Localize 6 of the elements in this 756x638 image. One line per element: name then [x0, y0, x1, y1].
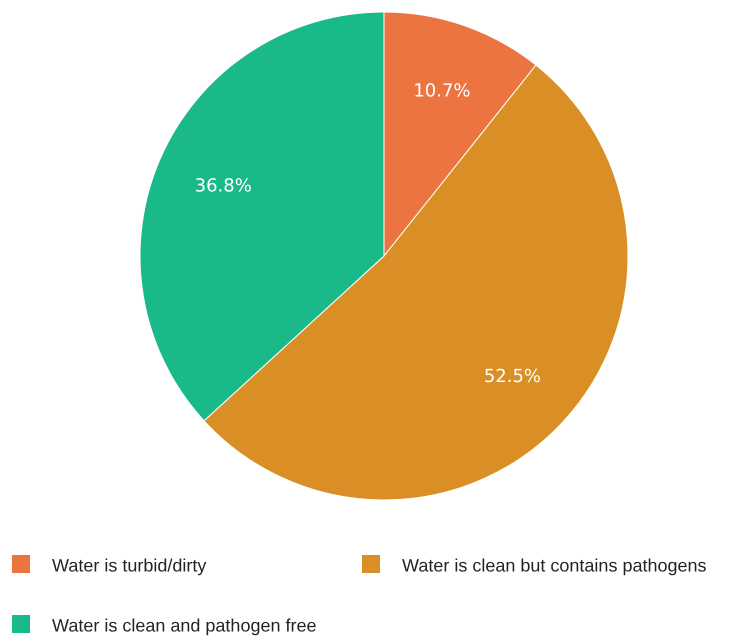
- legend-label: Water is clean and pathogen free: [52, 615, 316, 636]
- legend-label: Water is turbid/dirty: [52, 555, 206, 576]
- data-label: 10.7%: [413, 80, 471, 102]
- data-label: 36.8%: [194, 176, 252, 197]
- legend-label: Water is clean but contains pathogens: [402, 555, 707, 576]
- data-label: 52.5%: [484, 366, 542, 388]
